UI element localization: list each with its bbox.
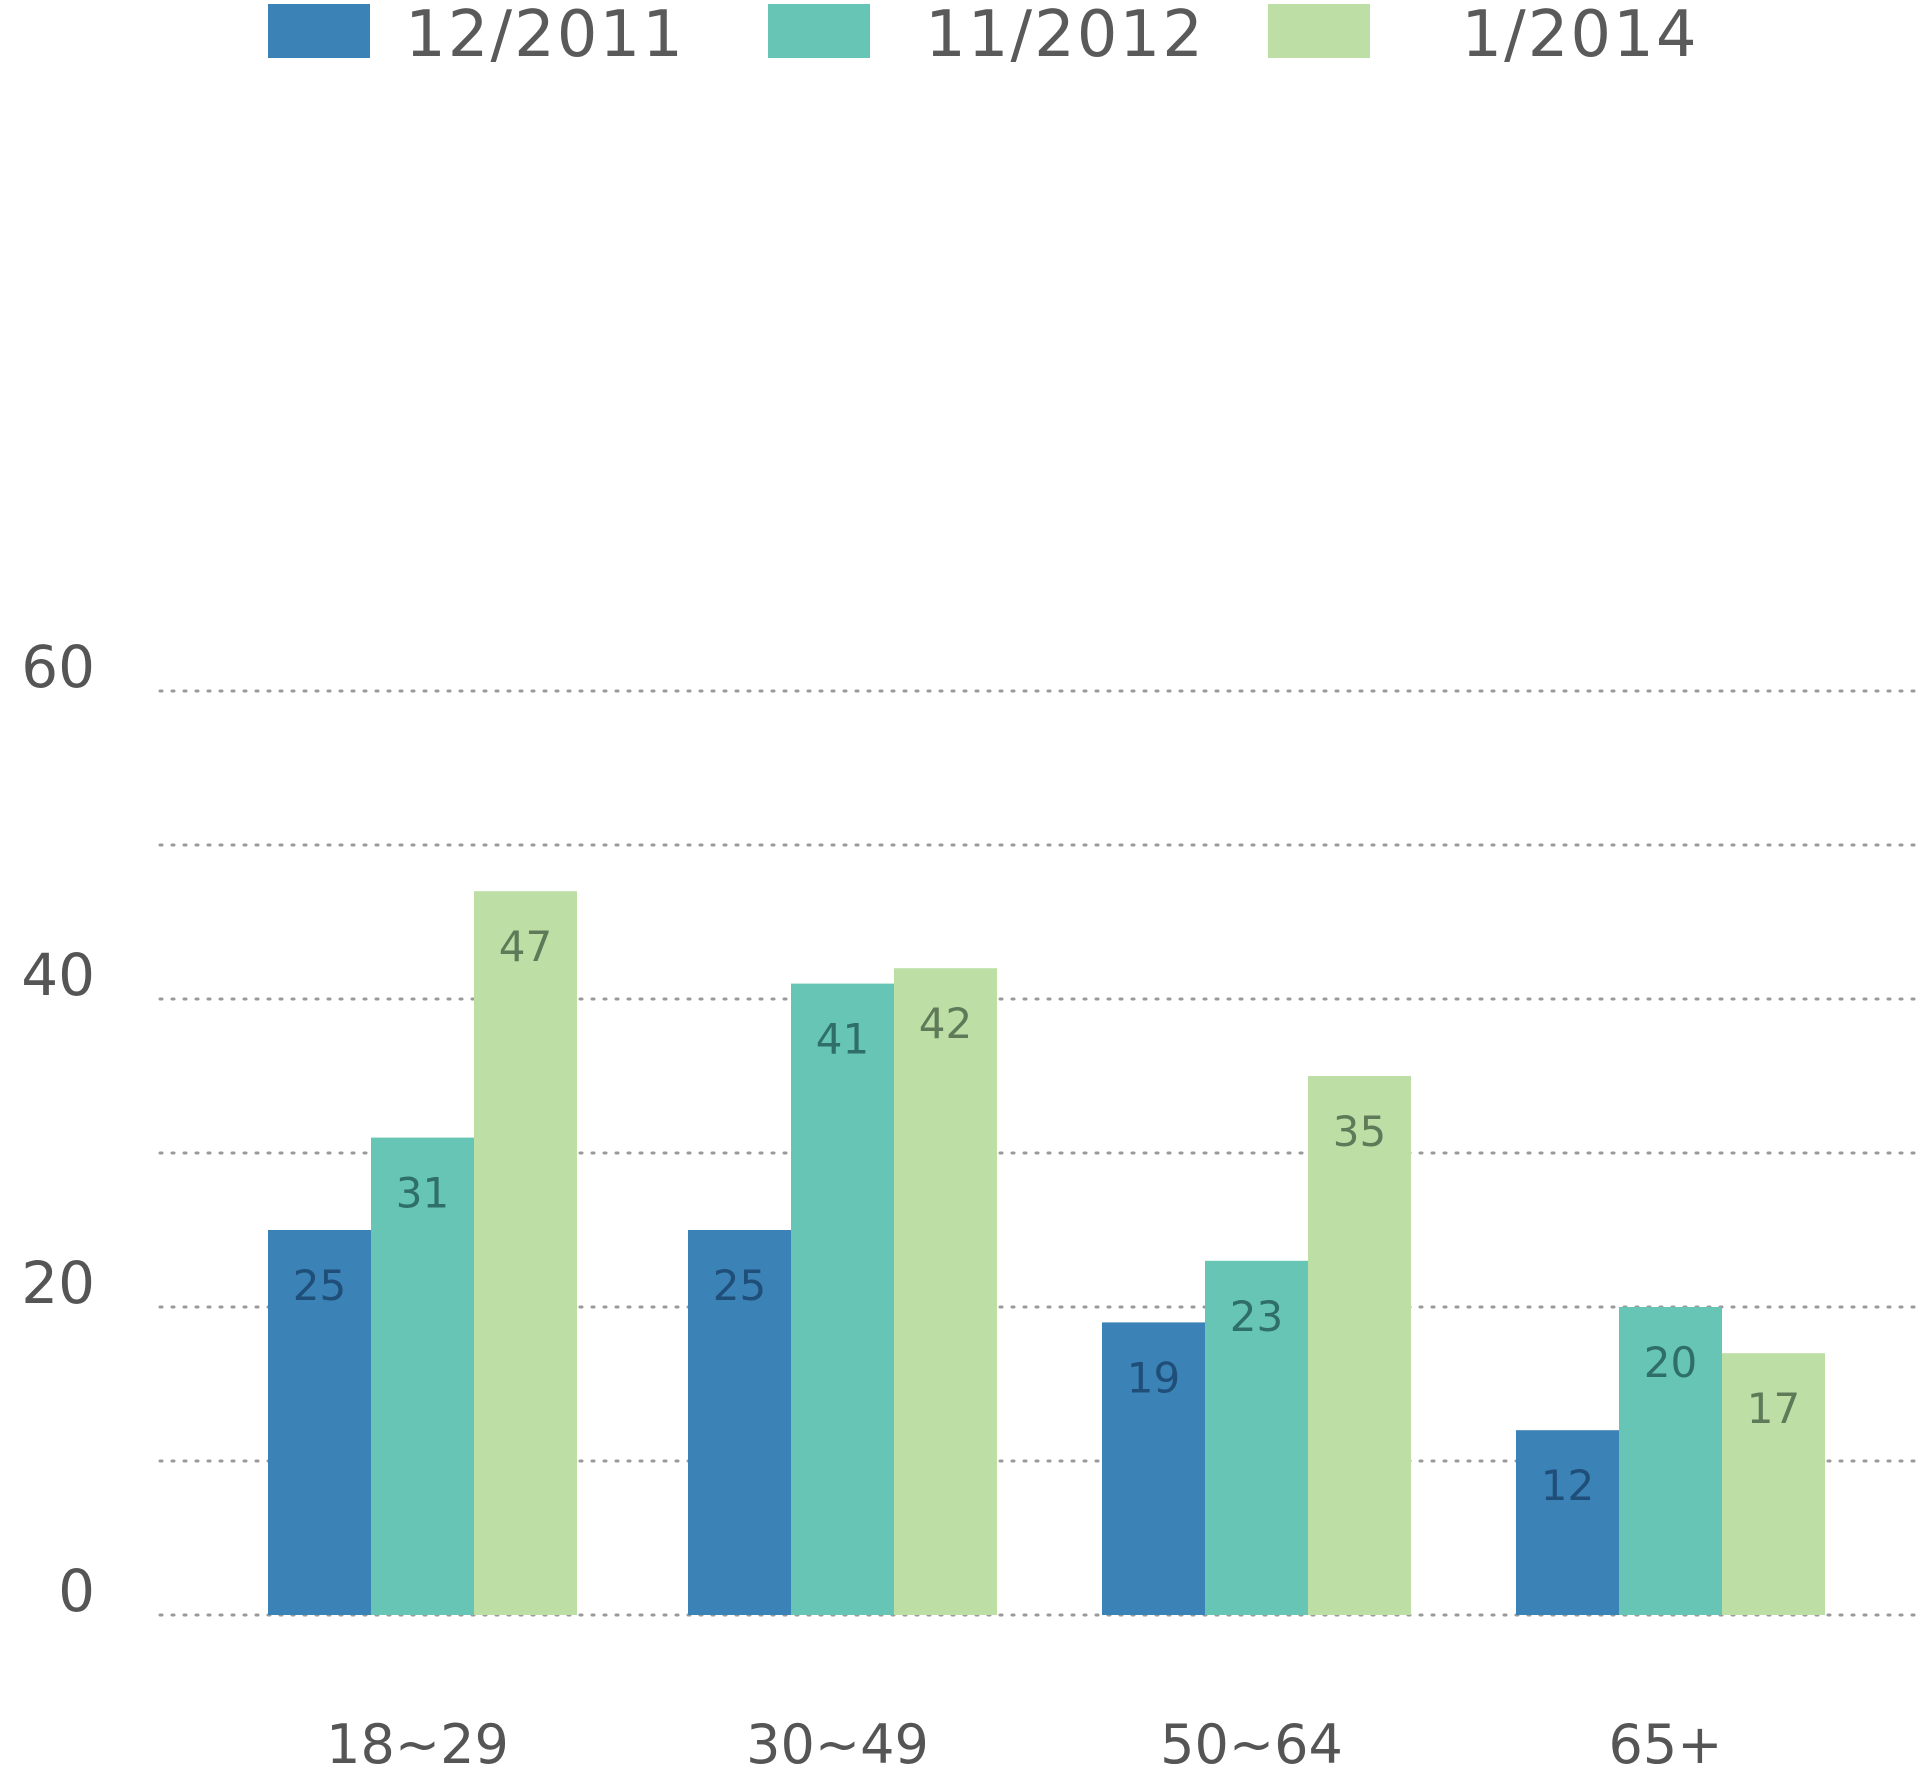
legend-label: 11/2012 [925, 0, 1205, 72]
y-tick-label: 40 [21, 941, 95, 1009]
bar [1308, 1076, 1411, 1615]
legend: 12/2011 11/2012 1/2014 [268, 0, 1698, 72]
bar [1102, 1322, 1205, 1615]
data-label: 35 [1333, 1107, 1386, 1156]
data-label: 23 [1230, 1292, 1283, 1341]
bar [1205, 1260, 1308, 1615]
y-tick-label: 60 [21, 633, 95, 701]
data-label: 20 [1644, 1338, 1697, 1387]
legend-label: 12/2011 [405, 0, 685, 72]
data-label: 31 [396, 1169, 449, 1218]
bar [268, 1230, 371, 1615]
bar [1619, 1307, 1722, 1615]
data-label: 12 [1541, 1461, 1594, 1510]
y-axis-ticks: 0 20 40 60 [21, 633, 95, 1625]
bar [688, 1230, 791, 1615]
data-label: 19 [1127, 1353, 1180, 1402]
x-axis-ticks: 18~29 30~49 50~64 65+ [326, 1713, 1722, 1776]
bars [268, 891, 1825, 1615]
data-label: 25 [713, 1261, 766, 1310]
bar [1722, 1353, 1825, 1615]
bar [371, 1137, 474, 1615]
bar [474, 891, 577, 1615]
x-tick-label: 30~49 [746, 1713, 929, 1776]
data-label: 41 [816, 1015, 869, 1064]
bar [1516, 1430, 1619, 1615]
x-tick-label: 18~29 [326, 1713, 509, 1776]
data-label: 17 [1747, 1384, 1800, 1433]
legend-label: 1/2014 [1461, 0, 1698, 72]
legend-swatch [1268, 4, 1370, 58]
y-tick-label: 0 [58, 1557, 95, 1625]
x-tick-label: 50~64 [1160, 1713, 1343, 1776]
data-label: 47 [499, 922, 552, 971]
data-label: 25 [293, 1261, 346, 1310]
legend-swatch [268, 4, 370, 58]
x-tick-label: 65+ [1609, 1713, 1723, 1776]
y-tick-label: 20 [21, 1249, 95, 1317]
legend-swatch [768, 4, 870, 58]
data-labels: 25 31 47 25 41 42 19 23 35 12 20 17 [293, 922, 1800, 1510]
data-label: 42 [919, 999, 972, 1048]
bar [894, 968, 997, 1615]
bar [791, 983, 894, 1615]
